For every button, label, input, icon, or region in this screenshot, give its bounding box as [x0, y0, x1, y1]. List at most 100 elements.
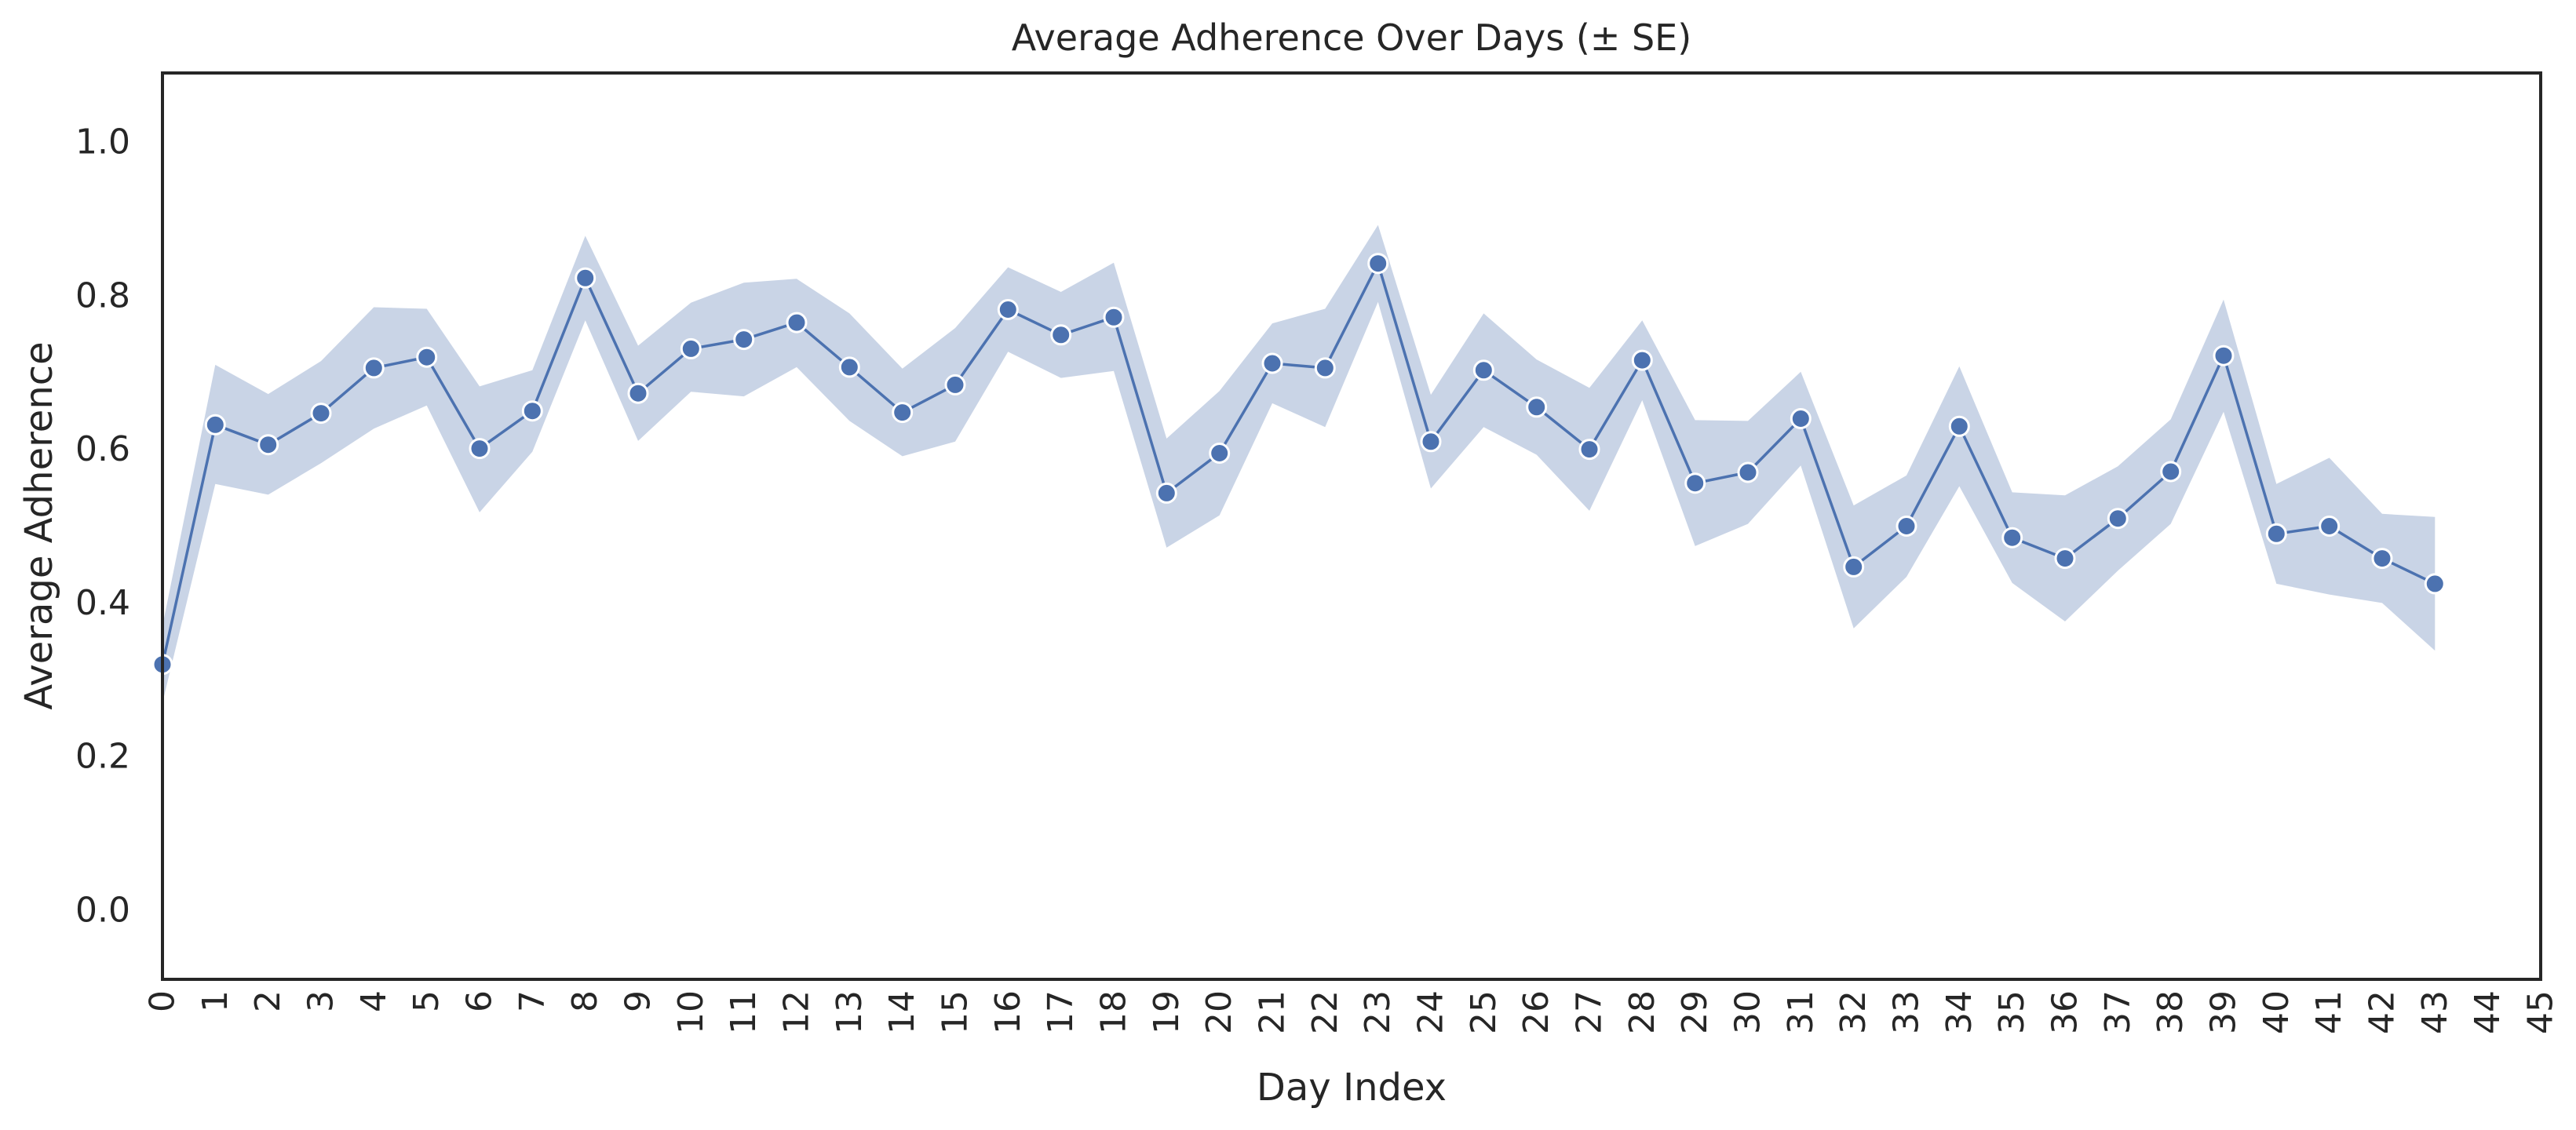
data-point — [1631, 349, 1653, 371]
x-tick-label: 44 — [2468, 990, 2508, 1034]
tick-labels: 0 1 2 3 4 5 6 7 8 9 10 11 12 13 14 15 16 17 18 19 20 21 22 23 24… — [75, 122, 2560, 1034]
x-tick-label: 8 — [565, 990, 605, 1012]
y-tick-label: 0.8 — [75, 275, 130, 315]
x-tick-label: 30 — [1728, 990, 1768, 1034]
data-point — [1896, 516, 1917, 537]
data-point — [1314, 357, 1336, 379]
data-point — [1526, 396, 1548, 418]
data-point — [838, 356, 860, 378]
data-point — [1737, 461, 1759, 483]
data-point — [363, 357, 385, 379]
data-point — [1209, 443, 1231, 464]
y-axis-label: Average Adherence — [17, 341, 61, 709]
x-tick-label: 32 — [1833, 990, 1874, 1034]
x-tick-label: 41 — [2309, 990, 2349, 1034]
data-point — [1155, 482, 1177, 504]
x-tick-label: 3 — [301, 990, 341, 1012]
data-point — [1790, 408, 1812, 429]
data-point — [204, 414, 226, 436]
y-tick-label: 1.0 — [75, 122, 130, 162]
x-tick-label: 29 — [1675, 990, 1715, 1034]
data-point — [627, 382, 649, 404]
x-tick-label: 37 — [2098, 990, 2138, 1034]
x-tick-label: 14 — [882, 990, 922, 1034]
data-point — [1367, 253, 1389, 275]
data-point — [1684, 472, 1706, 494]
data-point — [1050, 324, 1072, 346]
x-tick-label: 16 — [988, 990, 1028, 1034]
data-point — [1578, 439, 1600, 461]
data-point — [469, 438, 491, 460]
data-point — [1420, 431, 1442, 453]
x-tick-label: 27 — [1570, 990, 1610, 1034]
data-point — [944, 374, 966, 396]
y-tick-label: 0.2 — [75, 737, 130, 777]
x-tick-label: 7 — [513, 990, 553, 1012]
data-point — [416, 346, 438, 368]
data-point — [1261, 352, 1283, 374]
chart-title: Average Adherence Over Days (± SE) — [1012, 16, 1691, 59]
y-tick-label: 0.6 — [75, 429, 130, 469]
x-tick-label: 10 — [671, 990, 711, 1034]
x-tick-label: 12 — [777, 990, 817, 1034]
x-tick-label: 31 — [1781, 990, 1821, 1034]
data-point — [892, 402, 914, 424]
axes-frame — [161, 71, 2542, 981]
data-point — [2371, 548, 2393, 570]
data-point — [680, 337, 702, 359]
data-point — [786, 312, 808, 334]
x-tick-label: 33 — [1887, 990, 1927, 1034]
data-point — [310, 403, 332, 425]
data-point — [2054, 548, 2076, 570]
y-tick-label: 0.4 — [75, 583, 130, 623]
data-point — [575, 267, 597, 289]
x-tick-label: 17 — [1041, 990, 1081, 1034]
x-tick-label: 18 — [1094, 990, 1134, 1034]
data-point — [1472, 359, 1494, 381]
data-point — [2001, 527, 2023, 549]
data-point — [733, 329, 755, 351]
x-tick-label: 4 — [354, 990, 394, 1012]
x-tick-label: 22 — [1305, 990, 1345, 1034]
x-axis-label: Day Index — [1257, 1066, 1447, 1110]
data-point — [2213, 344, 2235, 366]
x-tick-label: 45 — [2521, 990, 2561, 1034]
x-tick-label: 2 — [248, 990, 288, 1012]
x-tick-label: 35 — [1992, 990, 2032, 1034]
x-tick-label: 5 — [407, 990, 447, 1012]
plot-area — [151, 224, 2446, 703]
x-tick-label: 36 — [2045, 990, 2085, 1034]
x-tick-label: 1 — [195, 990, 235, 1012]
x-tick-label: 34 — [1939, 990, 1979, 1034]
data-point — [257, 434, 279, 456]
x-tick-label: 19 — [1147, 990, 1187, 1034]
x-tick-label: 20 — [1199, 990, 1239, 1034]
data-point — [997, 299, 1019, 320]
data-point — [2160, 461, 2182, 483]
x-tick-label: 24 — [1411, 990, 1451, 1034]
x-tick-label: 23 — [1358, 990, 1398, 1034]
x-tick-label: 0 — [143, 990, 183, 1012]
data-point — [2424, 573, 2446, 595]
data-point — [1103, 306, 1125, 328]
x-tick-label: 15 — [936, 990, 976, 1034]
x-tick-label: 26 — [1516, 990, 1556, 1034]
x-tick-label: 39 — [2204, 990, 2244, 1034]
se-band — [162, 224, 2436, 703]
data-point — [2319, 516, 2341, 537]
x-tick-label: 38 — [2151, 990, 2191, 1034]
x-tick-label: 25 — [1464, 990, 1504, 1034]
x-tick-label: 28 — [1622, 990, 1662, 1034]
data-point — [2107, 508, 2129, 530]
data-point — [1948, 415, 1970, 437]
data-point — [1843, 556, 1865, 578]
x-tick-label: 11 — [724, 990, 764, 1034]
x-tick-label: 21 — [1253, 990, 1293, 1034]
x-tick-label: 40 — [2257, 990, 2297, 1034]
data-point — [521, 400, 543, 422]
x-tick-label: 6 — [460, 990, 500, 1012]
data-point — [2265, 523, 2287, 545]
x-tick-label: 13 — [830, 990, 870, 1034]
